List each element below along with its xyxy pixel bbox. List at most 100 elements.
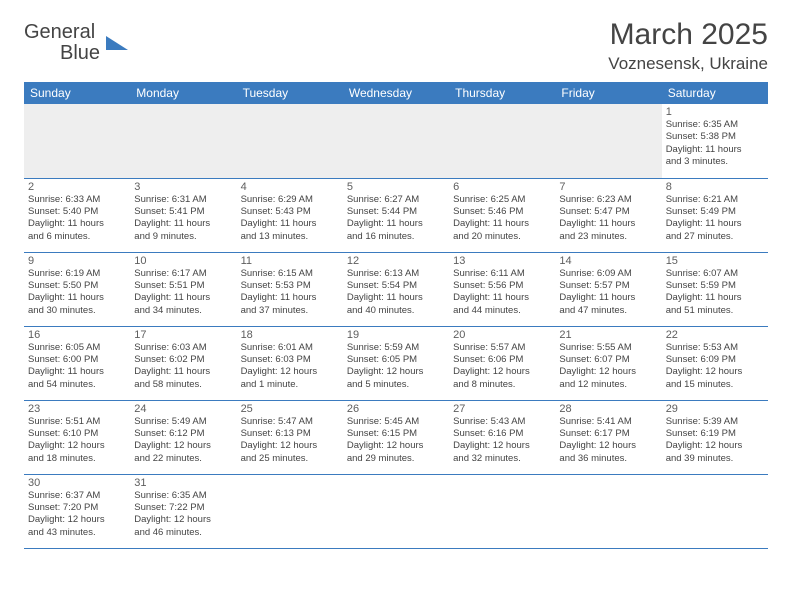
day-detail: Sunset: 6:13 PM bbox=[241, 428, 339, 440]
day-detail: and 36 minutes. bbox=[559, 453, 657, 465]
day-detail: Sunset: 6:02 PM bbox=[134, 354, 232, 366]
calendar-cell: 11Sunrise: 6:15 AMSunset: 5:53 PMDayligh… bbox=[237, 252, 343, 326]
day-detail: and 54 minutes. bbox=[28, 379, 126, 391]
day-number: 28 bbox=[559, 403, 657, 415]
day-detail: Sunset: 5:40 PM bbox=[28, 206, 126, 218]
day-detail: Sunrise: 6:35 AM bbox=[666, 119, 764, 131]
day-detail: and 22 minutes. bbox=[134, 453, 232, 465]
weekday-header: Friday bbox=[555, 82, 661, 104]
day-detail: Daylight: 12 hours bbox=[28, 440, 126, 452]
day-number: 10 bbox=[134, 255, 232, 267]
calendar-cell bbox=[449, 104, 555, 178]
day-detail: and 27 minutes. bbox=[666, 231, 764, 243]
day-detail: Sunset: 6:00 PM bbox=[28, 354, 126, 366]
day-detail: Sunset: 6:03 PM bbox=[241, 354, 339, 366]
day-detail: Daylight: 11 hours bbox=[134, 218, 232, 230]
calendar-cell bbox=[130, 104, 236, 178]
day-detail: and 40 minutes. bbox=[347, 305, 445, 317]
day-detail: Sunset: 5:59 PM bbox=[666, 280, 764, 292]
day-number: 22 bbox=[666, 329, 764, 341]
day-detail: and 47 minutes. bbox=[559, 305, 657, 317]
day-number: 7 bbox=[559, 181, 657, 193]
day-detail: Sunset: 5:49 PM bbox=[666, 206, 764, 218]
calendar-cell: 29Sunrise: 5:39 AMSunset: 6:19 PMDayligh… bbox=[662, 400, 768, 474]
weekday-header: Thursday bbox=[449, 82, 555, 104]
day-detail: and 44 minutes. bbox=[453, 305, 551, 317]
day-detail: Daylight: 12 hours bbox=[347, 440, 445, 452]
day-number: 27 bbox=[453, 403, 551, 415]
day-detail: Sunset: 6:12 PM bbox=[134, 428, 232, 440]
day-detail: Sunrise: 6:23 AM bbox=[559, 194, 657, 206]
calendar-cell: 21Sunrise: 5:55 AMSunset: 6:07 PMDayligh… bbox=[555, 326, 661, 400]
day-detail: and 25 minutes. bbox=[241, 453, 339, 465]
calendar-cell bbox=[343, 474, 449, 548]
day-detail: and 3 minutes. bbox=[666, 156, 764, 168]
day-number: 18 bbox=[241, 329, 339, 341]
day-detail: Sunset: 7:20 PM bbox=[28, 502, 126, 514]
day-detail: Sunrise: 5:53 AM bbox=[666, 342, 764, 354]
day-detail: Sunset: 5:43 PM bbox=[241, 206, 339, 218]
calendar-cell bbox=[237, 104, 343, 178]
calendar-row: 1Sunrise: 6:35 AMSunset: 5:38 PMDaylight… bbox=[24, 104, 768, 178]
day-number: 3 bbox=[134, 181, 232, 193]
day-detail: Sunrise: 6:09 AM bbox=[559, 268, 657, 280]
day-detail: Sunset: 5:54 PM bbox=[347, 280, 445, 292]
day-detail: Sunrise: 6:07 AM bbox=[666, 268, 764, 280]
calendar-row: 16Sunrise: 6:05 AMSunset: 6:00 PMDayligh… bbox=[24, 326, 768, 400]
title-block: March 2025 Voznesensk, Ukraine bbox=[608, 18, 768, 74]
day-detail: and 29 minutes. bbox=[347, 453, 445, 465]
calendar-cell bbox=[555, 474, 661, 548]
calendar-cell bbox=[555, 104, 661, 178]
month-title: March 2025 bbox=[608, 18, 768, 52]
day-detail: Sunset: 6:09 PM bbox=[666, 354, 764, 366]
calendar-cell: 19Sunrise: 5:59 AMSunset: 6:05 PMDayligh… bbox=[343, 326, 449, 400]
day-detail: Sunrise: 5:39 AM bbox=[666, 416, 764, 428]
calendar-cell: 17Sunrise: 6:03 AMSunset: 6:02 PMDayligh… bbox=[130, 326, 236, 400]
calendar-cell bbox=[343, 104, 449, 178]
calendar-cell: 6Sunrise: 6:25 AMSunset: 5:46 PMDaylight… bbox=[449, 178, 555, 252]
day-detail: Sunset: 6:19 PM bbox=[666, 428, 764, 440]
day-detail: Daylight: 12 hours bbox=[134, 440, 232, 452]
day-detail: Sunset: 6:15 PM bbox=[347, 428, 445, 440]
weekday-header: Wednesday bbox=[343, 82, 449, 104]
day-detail: Sunrise: 6:31 AM bbox=[134, 194, 232, 206]
day-detail: Daylight: 11 hours bbox=[241, 218, 339, 230]
page-header: General Blue March 2025 Voznesensk, Ukra… bbox=[24, 18, 768, 74]
day-number: 6 bbox=[453, 181, 551, 193]
day-detail: Daylight: 12 hours bbox=[453, 440, 551, 452]
day-number: 23 bbox=[28, 403, 126, 415]
day-number: 16 bbox=[28, 329, 126, 341]
day-detail: and 39 minutes. bbox=[666, 453, 764, 465]
day-detail: and 30 minutes. bbox=[28, 305, 126, 317]
day-detail: and 58 minutes. bbox=[134, 379, 232, 391]
day-detail: Daylight: 11 hours bbox=[241, 292, 339, 304]
day-detail: and 51 minutes. bbox=[666, 305, 764, 317]
day-detail: Daylight: 12 hours bbox=[453, 366, 551, 378]
day-detail: Daylight: 11 hours bbox=[28, 292, 126, 304]
day-number: 29 bbox=[666, 403, 764, 415]
day-detail: and 12 minutes. bbox=[559, 379, 657, 391]
calendar-cell: 10Sunrise: 6:17 AMSunset: 5:51 PMDayligh… bbox=[130, 252, 236, 326]
day-detail: Sunset: 6:16 PM bbox=[453, 428, 551, 440]
day-detail: Sunrise: 5:47 AM bbox=[241, 416, 339, 428]
day-detail: Sunrise: 6:01 AM bbox=[241, 342, 339, 354]
calendar-cell: 22Sunrise: 5:53 AMSunset: 6:09 PMDayligh… bbox=[662, 326, 768, 400]
day-detail: Sunrise: 5:43 AM bbox=[453, 416, 551, 428]
day-detail: and 18 minutes. bbox=[28, 453, 126, 465]
day-detail: Daylight: 11 hours bbox=[453, 292, 551, 304]
calendar-cell: 16Sunrise: 6:05 AMSunset: 6:00 PMDayligh… bbox=[24, 326, 130, 400]
day-detail: Sunrise: 6:25 AM bbox=[453, 194, 551, 206]
weekday-header: Tuesday bbox=[237, 82, 343, 104]
day-detail: Sunset: 6:05 PM bbox=[347, 354, 445, 366]
day-detail: Daylight: 12 hours bbox=[241, 366, 339, 378]
day-detail: Sunset: 5:57 PM bbox=[559, 280, 657, 292]
day-detail: Sunset: 5:47 PM bbox=[559, 206, 657, 218]
calendar-cell: 5Sunrise: 6:27 AMSunset: 5:44 PMDaylight… bbox=[343, 178, 449, 252]
day-detail: Daylight: 11 hours bbox=[453, 218, 551, 230]
day-detail: Sunrise: 6:33 AM bbox=[28, 194, 126, 206]
calendar-cell: 7Sunrise: 6:23 AMSunset: 5:47 PMDaylight… bbox=[555, 178, 661, 252]
logo-text-main: General bbox=[24, 21, 95, 43]
day-detail: Sunrise: 5:59 AM bbox=[347, 342, 445, 354]
day-detail: Sunrise: 5:51 AM bbox=[28, 416, 126, 428]
day-detail: Daylight: 12 hours bbox=[559, 440, 657, 452]
